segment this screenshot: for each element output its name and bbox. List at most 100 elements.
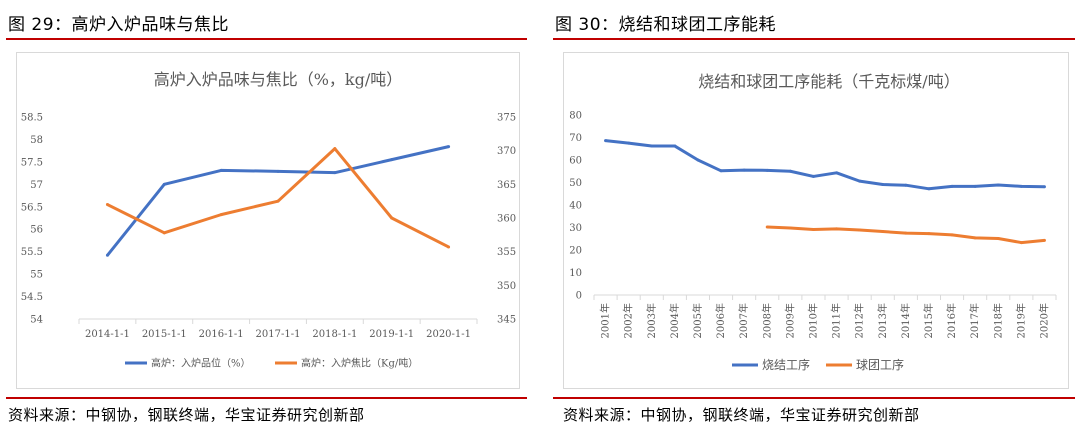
- left-heading-rule: [6, 38, 527, 40]
- left-source-rule: [6, 397, 527, 399]
- data-point: [742, 168, 746, 172]
- x-tick-label: 2011年: [830, 303, 843, 338]
- y-tick-label: 40: [569, 201, 582, 212]
- data-point: [1019, 241, 1023, 245]
- data-point: [719, 169, 723, 173]
- y-tick-label: 30: [569, 223, 582, 234]
- left-y-tick-label: 58.5: [21, 113, 43, 124]
- y-tick-label: 20: [569, 246, 582, 257]
- right-y-tick-label: 350: [497, 281, 516, 292]
- data-point: [858, 179, 862, 183]
- data-point: [105, 203, 109, 207]
- data-point: [811, 174, 815, 178]
- data-point: [996, 237, 1000, 241]
- data-point: [604, 139, 608, 143]
- x-tick-label: 2020-1-1: [426, 329, 471, 340]
- y-tick-label: 70: [569, 133, 582, 144]
- left-y-tick-label: 57: [30, 180, 43, 191]
- data-point: [219, 213, 223, 217]
- data-point: [219, 168, 223, 172]
- x-tick-label: 2015年: [922, 303, 935, 338]
- data-point: [276, 199, 280, 203]
- x-tick-label: 2012年: [853, 303, 866, 338]
- y-tick-label: 0: [576, 291, 582, 302]
- x-tick-label: 2014年: [899, 303, 912, 338]
- x-tick-label: 2019年: [1014, 303, 1027, 338]
- data-point: [390, 216, 394, 220]
- data-point: [765, 168, 769, 172]
- series-line-coke-ratio: [106, 147, 450, 249]
- x-tick-label: 2018-1-1: [312, 329, 357, 340]
- data-point: [973, 236, 977, 240]
- x-tick-label: 2015-1-1: [142, 329, 187, 340]
- left-y-tick-label: 56.5: [21, 202, 43, 213]
- left-y-tick-label: 58: [30, 135, 43, 146]
- data-point: [650, 144, 654, 148]
- left-source-note: 资料来源：中钢协，钢联终端，华宝证券研究创新部: [8, 406, 365, 424]
- data-point: [927, 232, 931, 236]
- right-chart: 烧结和球团工序能耗（千克标煤/吨） 0 10 20 30 40 50 60 70 80 2001年 2…: [569, 72, 1057, 372]
- data-point: [333, 147, 337, 151]
- right-y-tick-label: 370: [497, 146, 516, 157]
- data-point: [447, 145, 451, 149]
- x-tick-label: 2004年: [668, 303, 681, 338]
- data-point: [788, 226, 792, 230]
- data-point: [627, 141, 631, 145]
- y-tick-label: 60: [569, 156, 582, 167]
- data-point: [1042, 238, 1046, 242]
- x-tick-label: 2007年: [737, 303, 750, 338]
- x-tick-label: 2006年: [714, 303, 727, 338]
- legend-label: 球团工序: [856, 357, 904, 372]
- x-tick-label: 2020年: [1037, 303, 1050, 338]
- data-point: [950, 233, 954, 237]
- x-tick-label: 2013年: [876, 303, 889, 338]
- x-tick-label: 2016-1-1: [199, 329, 244, 340]
- left-panel-heading: 图 29：高炉入炉品味与焦比: [8, 15, 230, 35]
- x-tick-label: 2014-1-1: [85, 329, 130, 340]
- x-tick-label: 2017年: [968, 303, 981, 338]
- left-y-tick-label: 54: [30, 315, 43, 326]
- right-y-tick-label: 355: [497, 247, 516, 258]
- left-chart-title: 高炉入炉品味与焦比（%，kg/吨）: [154, 70, 403, 89]
- right-chart-frame: 烧结和球团工序能耗（千克标煤/吨） 0 10 20 30 40 50 60 70 80 2001年 2…: [563, 52, 1069, 389]
- data-point: [390, 158, 394, 162]
- data-point: [765, 225, 769, 229]
- right-y-tick-label: 375: [497, 113, 516, 124]
- data-point: [811, 228, 815, 232]
- data-point: [276, 169, 280, 173]
- data-point: [1019, 184, 1023, 188]
- x-tick-label: 2008年: [760, 303, 773, 338]
- right-chart-title: 烧结和球团工序能耗（千克标煤/吨）: [698, 72, 959, 91]
- left-y-tick-label: 56: [30, 225, 43, 236]
- x-tick-label: 2018年: [991, 303, 1004, 338]
- left-chart-frame: 高炉入炉品味与焦比（%，kg/吨） 54 54.5 55 55.5 56 56.5 57 57.…: [16, 52, 520, 389]
- data-point: [673, 144, 677, 148]
- data-point: [447, 245, 451, 249]
- x-tick-label: 2005年: [691, 303, 704, 338]
- x-tick-label: 2001年: [599, 303, 612, 338]
- data-point: [996, 183, 1000, 187]
- left-chart: 高炉入炉品味与焦比（%，kg/吨） 54 54.5 55 55.5 56 56.5 57 57.…: [21, 70, 516, 370]
- data-point: [881, 183, 885, 187]
- right-source-note: 资料来源：中钢协，钢联终端，华宝证券研究创新部: [563, 406, 920, 424]
- data-point: [788, 169, 792, 173]
- right-panel: 图 30：烧结和球团工序能耗 烧结和球团工序能耗（千克标煤/吨） 0 10 20 30 4…: [553, 0, 1080, 435]
- series-line-sintering: [605, 139, 1045, 191]
- x-tick-label: 2003年: [645, 303, 658, 338]
- data-point: [835, 171, 839, 175]
- series-line-pelletizing: [767, 225, 1045, 245]
- legend-label: 烧结工序: [762, 357, 810, 372]
- data-point: [162, 182, 166, 186]
- x-tick-label: 2010年: [806, 303, 819, 338]
- legend-label: 高炉：入炉品位（%）: [151, 357, 251, 370]
- data-point: [904, 183, 908, 187]
- data-point: [904, 231, 908, 235]
- data-point: [881, 230, 885, 234]
- x-tick-label: 2009年: [783, 303, 796, 338]
- data-point: [105, 253, 109, 257]
- right-y-tick-label: 360: [497, 214, 516, 225]
- data-point: [927, 187, 931, 191]
- left-panel: 图 29：高炉入炉品味与焦比 高炉入炉品味与焦比（%，kg/吨） 54 54.5 55…: [0, 0, 530, 435]
- data-point: [858, 228, 862, 232]
- data-point: [950, 184, 954, 188]
